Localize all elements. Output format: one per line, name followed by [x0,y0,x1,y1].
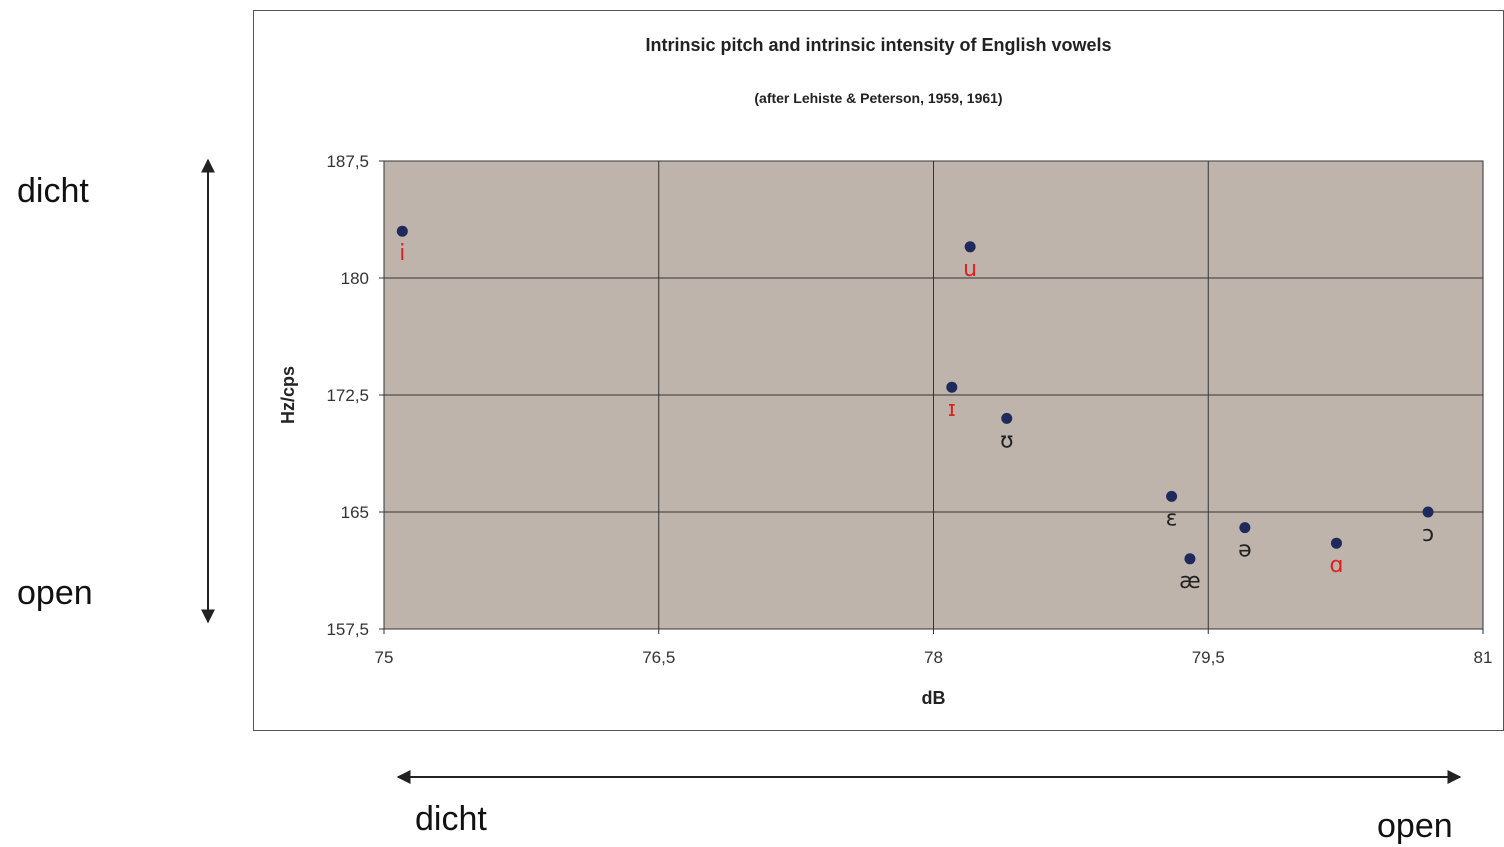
point-label: æ [1179,569,1201,594]
x-tick-label: 75 [375,648,394,667]
point-label: ɑ [1329,553,1343,578]
x-axis-left-annotation: dicht [415,800,487,838]
data-point [1330,537,1342,549]
y-tick-label: 165 [341,503,369,522]
point-label: ɛ [1166,506,1178,531]
data-point [1001,412,1013,424]
y-axis-bottom-annotation: open [17,574,93,612]
y-axis-label: Hz/cps [278,366,298,424]
data-point [946,381,958,393]
x-tick-label: 81 [1474,648,1493,667]
y-tick-label: 187,5 [326,152,369,171]
scatter-plot: 75 76,5 78 79,5 81 157,5 165 172,5 180 187,5 dB Hz/… [278,152,1493,708]
data-point [1184,553,1196,565]
data-point [1166,490,1178,502]
data-point [964,241,976,253]
chart-subtitle: (after Lehiste & Peterson, 1959, 1961) [754,90,1003,106]
point-label: i [399,241,405,266]
point-label: ʊ [1000,428,1014,453]
data-point [396,225,408,237]
y-tick-label: 180 [341,269,369,288]
point-label: u [963,257,977,282]
y-axis-top-annotation: dicht [17,172,89,210]
x-tick-label: 79,5 [1192,648,1225,667]
x-tick-label: 76,5 [642,648,675,667]
point-label: ə [1238,538,1252,563]
data-point [1422,506,1434,518]
chart-title: Intrinsic pitch and intrinsic intensity … [645,35,1112,55]
data-point [1239,522,1251,534]
x-axis-label: dB [922,688,946,708]
y-tick-label: 157,5 [326,620,369,639]
chart-frame: Intrinsic pitch and intrinsic intensity … [253,10,1504,731]
point-label: ɔ [1422,522,1434,547]
x-tick-label: 78 [924,648,943,667]
point-label: ɪ [948,397,956,422]
y-tick-label: 172,5 [326,386,369,405]
plot-border [383,160,1484,630]
x-axis-right-annotation: open [1377,807,1453,845]
